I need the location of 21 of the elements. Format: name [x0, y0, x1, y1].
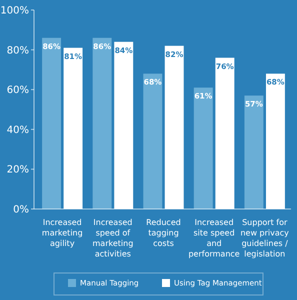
bar [266, 74, 285, 209]
y-tick-label: 40% [6, 124, 29, 136]
y-tick-label: 60% [6, 85, 29, 96]
bar [42, 38, 62, 209]
bar [194, 88, 213, 209]
x-tick-label: Increased site speed and performance [188, 218, 240, 258]
bar [64, 48, 83, 209]
x-tick-label: Support for new privacy guidelines / legislation [240, 218, 290, 258]
bar [143, 74, 162, 209]
y-tick-label: 20% [6, 164, 29, 176]
bar [92, 38, 112, 209]
bar [215, 58, 234, 209]
x-tick-label: Increased marketing agility [42, 218, 83, 248]
bar [244, 96, 264, 209]
x-tick-label: Increased speed of marketing activities [92, 218, 134, 258]
bar [164, 46, 184, 209]
y-tick-label: 80% [6, 45, 29, 56]
bar [114, 42, 134, 209]
x-tick-label: Reduced tagging costs [146, 218, 181, 248]
y-tick-label: 0% [13, 204, 29, 216]
y-tick-label: 100% [0, 6, 29, 16]
